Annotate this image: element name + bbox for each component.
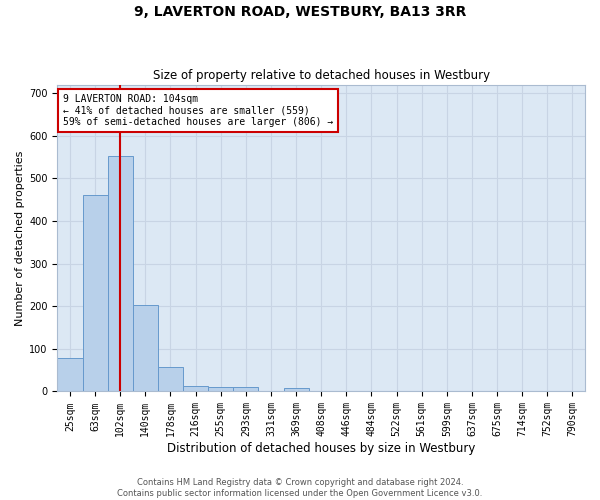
- Y-axis label: Number of detached properties: Number of detached properties: [15, 150, 25, 326]
- Bar: [208, 387, 233, 392]
- Text: 9, LAVERTON ROAD, WESTBURY, BA13 3RR: 9, LAVERTON ROAD, WESTBURY, BA13 3RR: [134, 5, 466, 19]
- Bar: [133, 304, 158, 392]
- Bar: [284, 388, 308, 392]
- Bar: [83, 194, 107, 392]
- X-axis label: Distribution of detached houses by size in Westbury: Distribution of detached houses by size …: [167, 442, 475, 455]
- Bar: [58, 358, 83, 392]
- Bar: [233, 387, 259, 392]
- Bar: [183, 386, 208, 392]
- Text: 9 LAVERTON ROAD: 104sqm
← 41% of detached houses are smaller (559)
59% of semi-d: 9 LAVERTON ROAD: 104sqm ← 41% of detache…: [62, 94, 333, 127]
- Bar: [158, 367, 183, 392]
- Bar: [107, 156, 133, 392]
- Text: Contains HM Land Registry data © Crown copyright and database right 2024.
Contai: Contains HM Land Registry data © Crown c…: [118, 478, 482, 498]
- Title: Size of property relative to detached houses in Westbury: Size of property relative to detached ho…: [152, 69, 490, 82]
